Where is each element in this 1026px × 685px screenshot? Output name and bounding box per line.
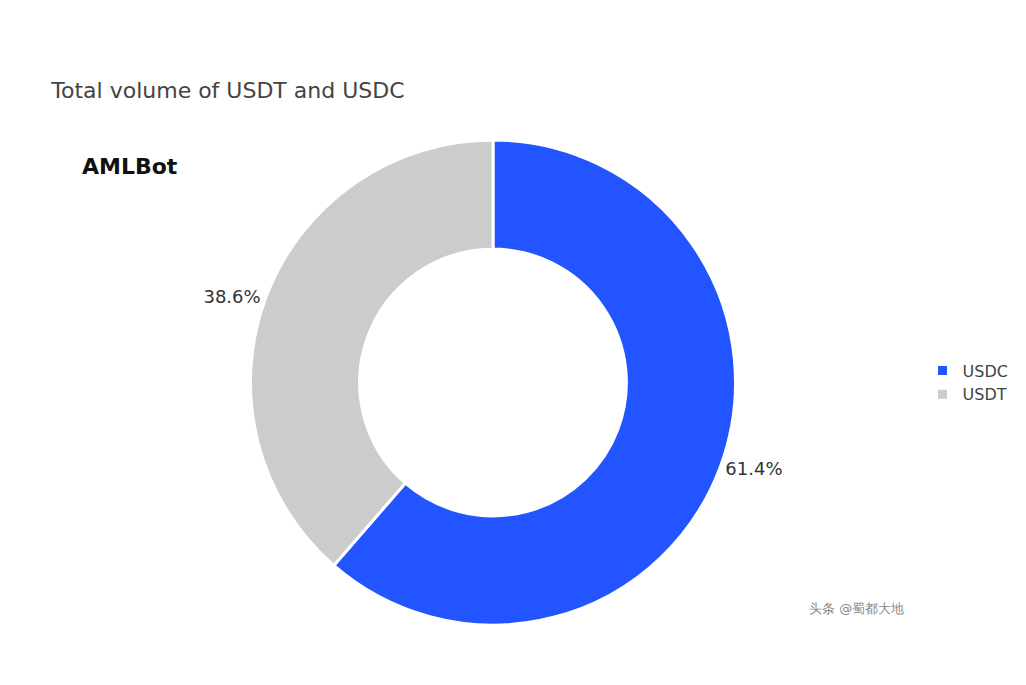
svg-text:USDC: USDC: [963, 362, 1008, 381]
svg-text:38.6%: 38.6%: [203, 286, 260, 307]
svg-text:Total volume of USDT and USDC: Total volume of USDT and USDC: [50, 78, 404, 103]
svg-text:61.4%: 61.4%: [725, 458, 782, 479]
svg-text:AMLBot: AMLBot: [82, 154, 178, 179]
svg-text:头条 @蜀都大地: 头条 @蜀都大地: [809, 601, 904, 616]
svg-text:USDT: USDT: [963, 385, 1007, 404]
